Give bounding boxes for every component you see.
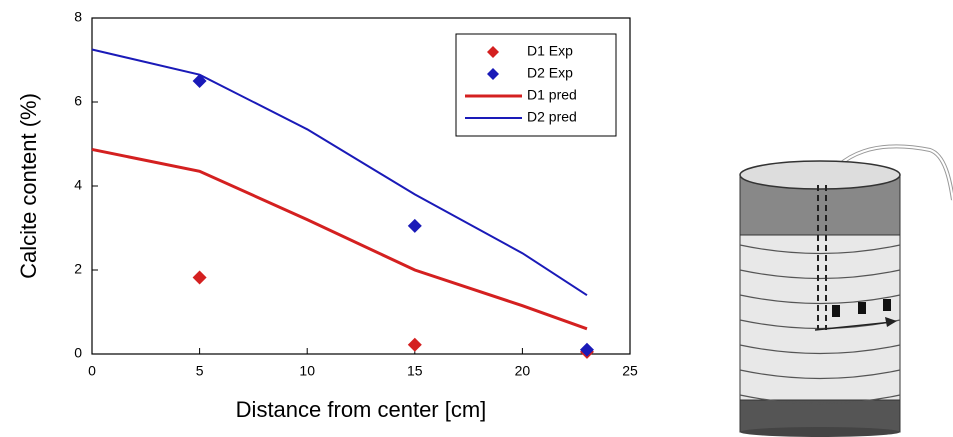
legend-marker bbox=[487, 46, 499, 58]
legend-label: D1 Exp bbox=[527, 43, 573, 59]
x-tick-label: 15 bbox=[407, 363, 423, 379]
line bbox=[91, 48, 588, 297]
legend-label: D2 Exp bbox=[527, 65, 573, 81]
x-axis-label: Distance from center [cm] bbox=[236, 397, 487, 422]
point bbox=[192, 270, 207, 285]
x-tick-label: 20 bbox=[515, 363, 531, 379]
legend-label: D1 pred bbox=[527, 87, 577, 103]
x-tick-label: 5 bbox=[196, 363, 204, 379]
legend-label: D2 pred bbox=[527, 109, 577, 125]
x-tick-label: 0 bbox=[88, 363, 96, 379]
line bbox=[91, 147, 588, 331]
y-tick-label: 6 bbox=[74, 93, 82, 109]
x-tick-label: 10 bbox=[299, 363, 315, 379]
x-tick-label: 25 bbox=[622, 363, 638, 379]
legend-marker bbox=[487, 68, 499, 80]
y-tick-label: 2 bbox=[74, 261, 82, 277]
column-diagram bbox=[739, 144, 953, 437]
point bbox=[579, 342, 594, 357]
y-tick-label: 0 bbox=[74, 345, 82, 361]
point bbox=[407, 337, 422, 352]
y-tick-label: 4 bbox=[74, 177, 82, 193]
y-tick-label: 8 bbox=[74, 9, 82, 25]
y-axis-label: Calcite content (%) bbox=[16, 93, 41, 279]
point bbox=[407, 218, 422, 233]
